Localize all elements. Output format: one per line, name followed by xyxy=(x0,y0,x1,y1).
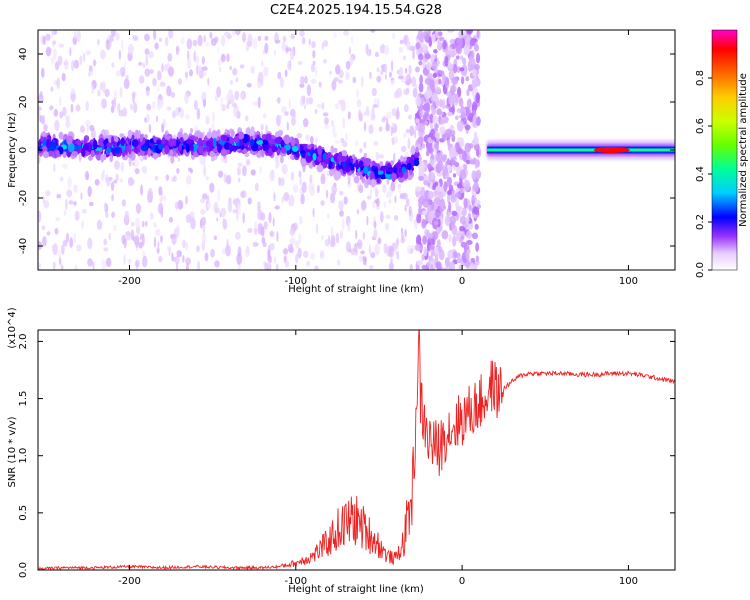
spectrogram-y-tick-label: 40 xyxy=(18,48,29,61)
spectrogram-y-axis-label: Frequency (Hz) xyxy=(7,112,18,188)
snr-x-tick-label: -200 xyxy=(118,576,141,587)
colorbar-tick-label: 0.4 xyxy=(695,166,706,182)
snr-plot-area xyxy=(38,330,675,570)
snr-y-tick-label: 0.0 xyxy=(18,562,29,578)
spectrogram-x-tick-label: 100 xyxy=(619,276,638,287)
colorbar-tick-label: 0.6 xyxy=(695,118,706,134)
snr-y-tick-label: 0.5 xyxy=(18,505,29,521)
colorbar-tick-label: 0.0 xyxy=(695,262,706,278)
snr-series-line xyxy=(38,330,675,570)
colorbar-tick-label: 0.8 xyxy=(695,70,706,86)
spectrogram-y-tick-label: -20 xyxy=(18,190,29,206)
spectrogram-x-tick-label: -200 xyxy=(118,276,141,287)
colorbar-ticks: 0.0 0.2 0.4 0.6 0.8 xyxy=(695,70,712,278)
spectrogram-x-axis-label: Height of straight line (km) xyxy=(288,284,424,295)
spectrogram-image xyxy=(38,30,675,270)
snr-x-axis-label: Height of straight line (km) xyxy=(288,584,424,595)
snr-x-tick-label: -100 xyxy=(284,576,307,587)
snr-y-tick-label: 1.5 xyxy=(18,391,29,407)
spectrogram-y-tick-label: -40 xyxy=(18,238,29,254)
colorbar: 0.0 0.2 0.4 0.6 0.8 Normalized spectral ampl… xyxy=(695,29,749,278)
spectrogram-y-tick-label: 0 xyxy=(18,147,29,153)
colorbar-tick-label: 0.2 xyxy=(695,214,706,230)
snr-axes: -200 -100 0 100 0.0 0.5 1.0 1.5 2.0 xyxy=(18,330,675,587)
snr-y-tick-label: 2.0 xyxy=(18,333,29,349)
figure-title: C2E4.2025.194.15.54.G28 xyxy=(270,3,442,18)
snr-y-tick-label: 1.0 xyxy=(18,448,29,464)
snr-x-tick-label: 0 xyxy=(459,576,465,587)
snr-x-tick-label: 100 xyxy=(619,576,638,587)
colorbar-gradient xyxy=(711,29,738,271)
snr-panel: -200 -100 0 100 0.0 0.5 1.0 1.5 2.0 Height of st… xyxy=(7,307,676,595)
spectrogram-x-tick-label: 0 xyxy=(459,276,465,287)
snr-y-multiplier: (x10^4) xyxy=(7,307,18,348)
spectrogram-y-tick-label: 20 xyxy=(18,96,29,109)
snr-y-axis-label: SNR (10 * v/v) xyxy=(7,416,18,487)
colorbar-label: Normalized spectral amplitude xyxy=(738,73,749,227)
spectrogram-x-tick-label: -100 xyxy=(284,276,307,287)
snr-frame xyxy=(37,329,676,571)
